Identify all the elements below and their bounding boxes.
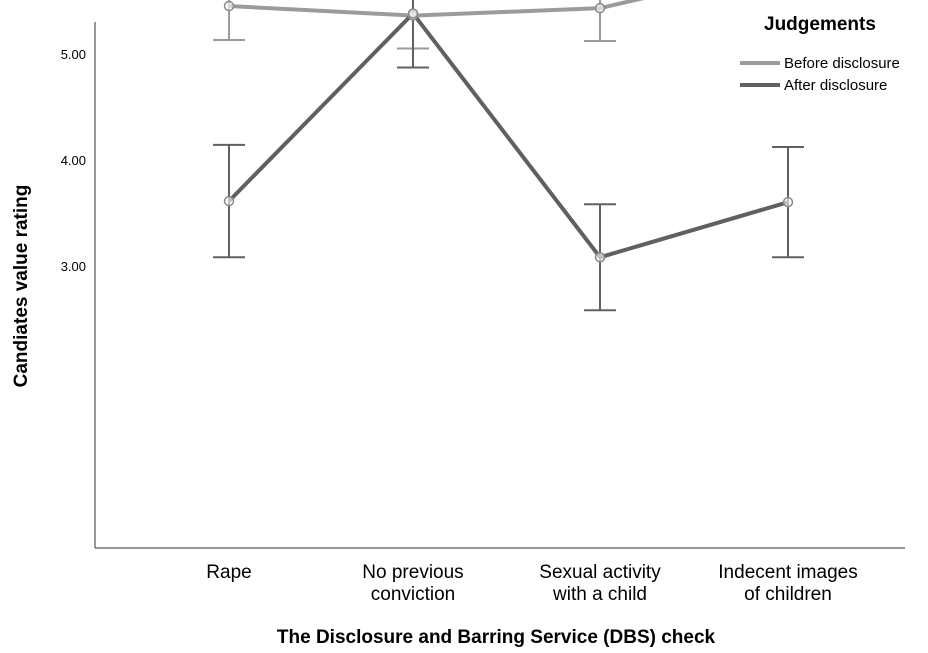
y-axis-title: Candiates value rating: [11, 185, 32, 388]
x-tick-label: Rape: [206, 562, 251, 583]
legend-title: Judgements: [764, 14, 876, 35]
y-tick-label: 3.00: [61, 259, 86, 274]
data-point: [407, 8, 419, 19]
data-point: [223, 195, 235, 207]
data-point: [594, 2, 606, 14]
y-tick-label: 4.00: [61, 153, 86, 168]
y-tick-label: 5.00: [61, 47, 86, 62]
legend-label-before: Before disclosure: [784, 55, 900, 72]
x-tick-label: Sexual activity with a child: [539, 562, 661, 605]
data-point: [594, 252, 606, 263]
legend-label-after: After disclosure: [784, 77, 887, 94]
legend: Judgements Before disclosure After discl…: [740, 14, 900, 94]
data-point: [223, 0, 235, 12]
series-line-after-disclosure: [227, 11, 789, 260]
plot-area: [213, 0, 804, 312]
x-tick-label: No previous conviction: [362, 562, 463, 605]
series-line-before-disclosure: [228, 0, 645, 18]
data-point: [782, 196, 794, 208]
x-axis-title: The Disclosure and Barring Service (DBS)…: [277, 627, 716, 648]
x-tick-label: Indecent images of children: [718, 562, 857, 605]
